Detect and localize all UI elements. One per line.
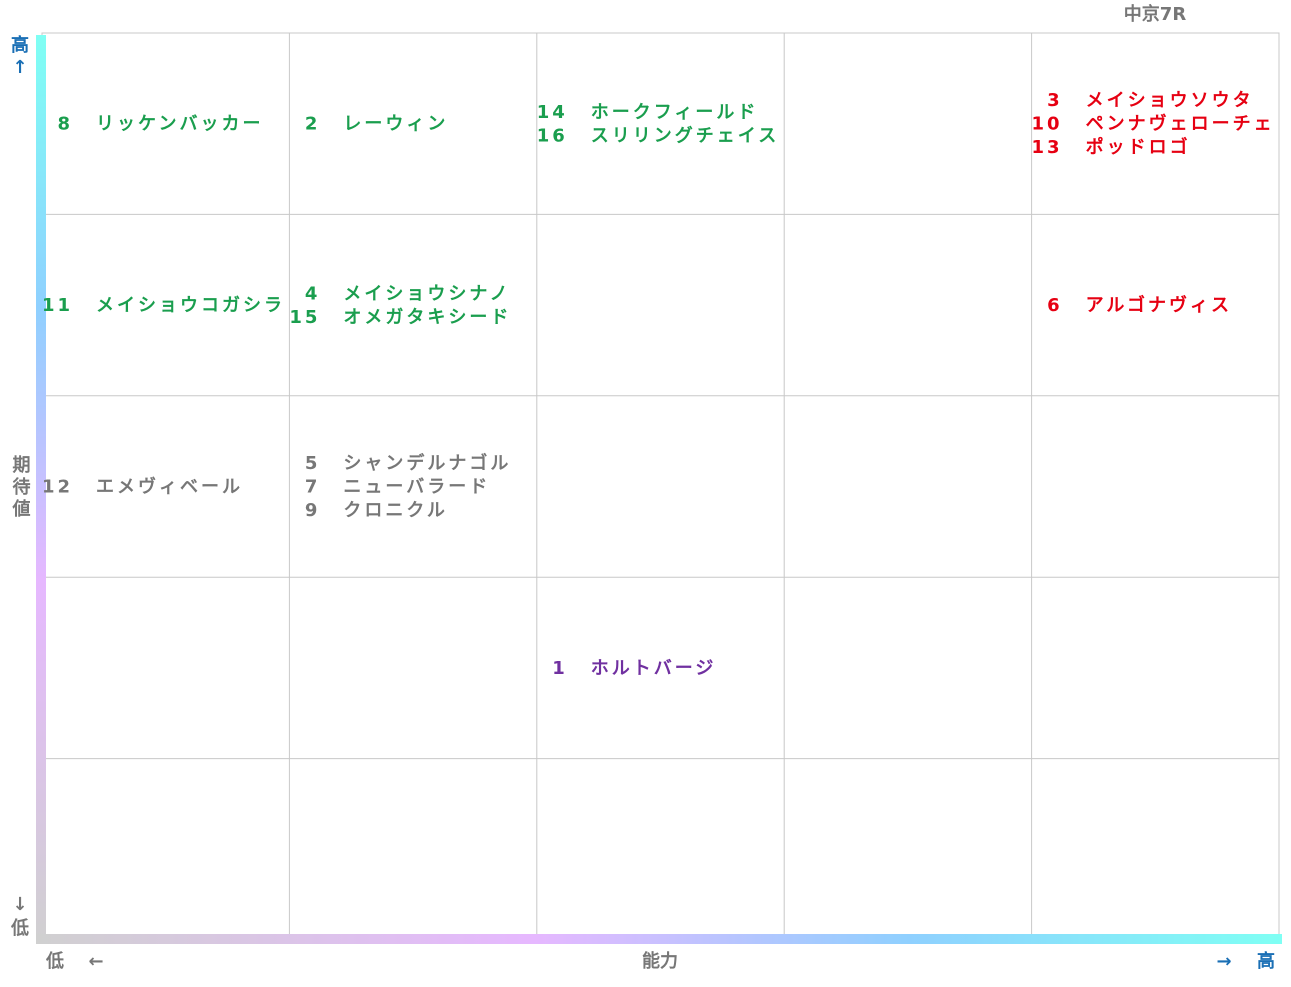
- x-high: 高: [1257, 950, 1275, 972]
- horse-name: ホークフィールド: [591, 102, 759, 123]
- horse-number: 16: [537, 125, 568, 146]
- horse-number: 11: [42, 295, 73, 316]
- x-low: 低: [45, 950, 64, 972]
- y-label: 期待値: [10, 455, 32, 521]
- horse-name: スリリングチェイス: [591, 124, 779, 146]
- horse-name: エメヴィベール: [96, 476, 243, 498]
- y-low: 低: [10, 917, 29, 939]
- horse-number: 6: [1047, 295, 1063, 316]
- horse-number: 14: [537, 102, 568, 123]
- horse-name: ホルトバージ: [591, 658, 717, 679]
- x-label: 能力: [642, 950, 678, 972]
- x-axis-bar: [36, 934, 1282, 944]
- horse-name: リッケンバッカー: [96, 114, 263, 135]
- horse-name: クロニクル: [343, 500, 447, 521]
- horse-name: ニューバラード: [343, 477, 490, 498]
- horse-number: 1: [552, 658, 568, 679]
- arrow-left: ←: [88, 951, 103, 972]
- horse-name: メイショウシナノ: [343, 283, 510, 304]
- horse-number: 9: [305, 500, 321, 521]
- arrow-up: ↑: [12, 57, 27, 78]
- horse-number: 5: [305, 453, 321, 474]
- horse-number: 2: [305, 114, 321, 135]
- y-high: 高: [11, 34, 29, 56]
- y-axis-bar: [36, 35, 46, 944]
- horse-number: 10: [1032, 114, 1063, 135]
- horse-name: ペンナヴェローチェ: [1086, 113, 1275, 135]
- horse-number: 13: [1032, 137, 1063, 158]
- horse-number: 12: [42, 477, 73, 498]
- horse-name: レーウィン: [343, 114, 448, 135]
- arrow-right: →: [1216, 951, 1231, 972]
- horse-number: 7: [305, 477, 321, 498]
- horse-number: 4: [305, 283, 321, 304]
- title: 中京7R: [1124, 3, 1187, 25]
- horse-number: 3: [1047, 90, 1063, 111]
- horse-name: アルゴナヴィス: [1086, 294, 1232, 316]
- horse-name: メイショウコガシラ: [96, 295, 285, 316]
- horse-name: オメガタキシード: [343, 307, 511, 328]
- horse-name: シャンデルナゴル: [343, 452, 511, 474]
- arrow-down: ↓: [12, 894, 27, 915]
- horse-number: 15: [289, 307, 320, 328]
- horse-number: 8: [57, 114, 73, 135]
- horse-name: ポッドロゴ: [1086, 136, 1191, 158]
- horse-name: メイショウソウタ: [1086, 90, 1254, 111]
